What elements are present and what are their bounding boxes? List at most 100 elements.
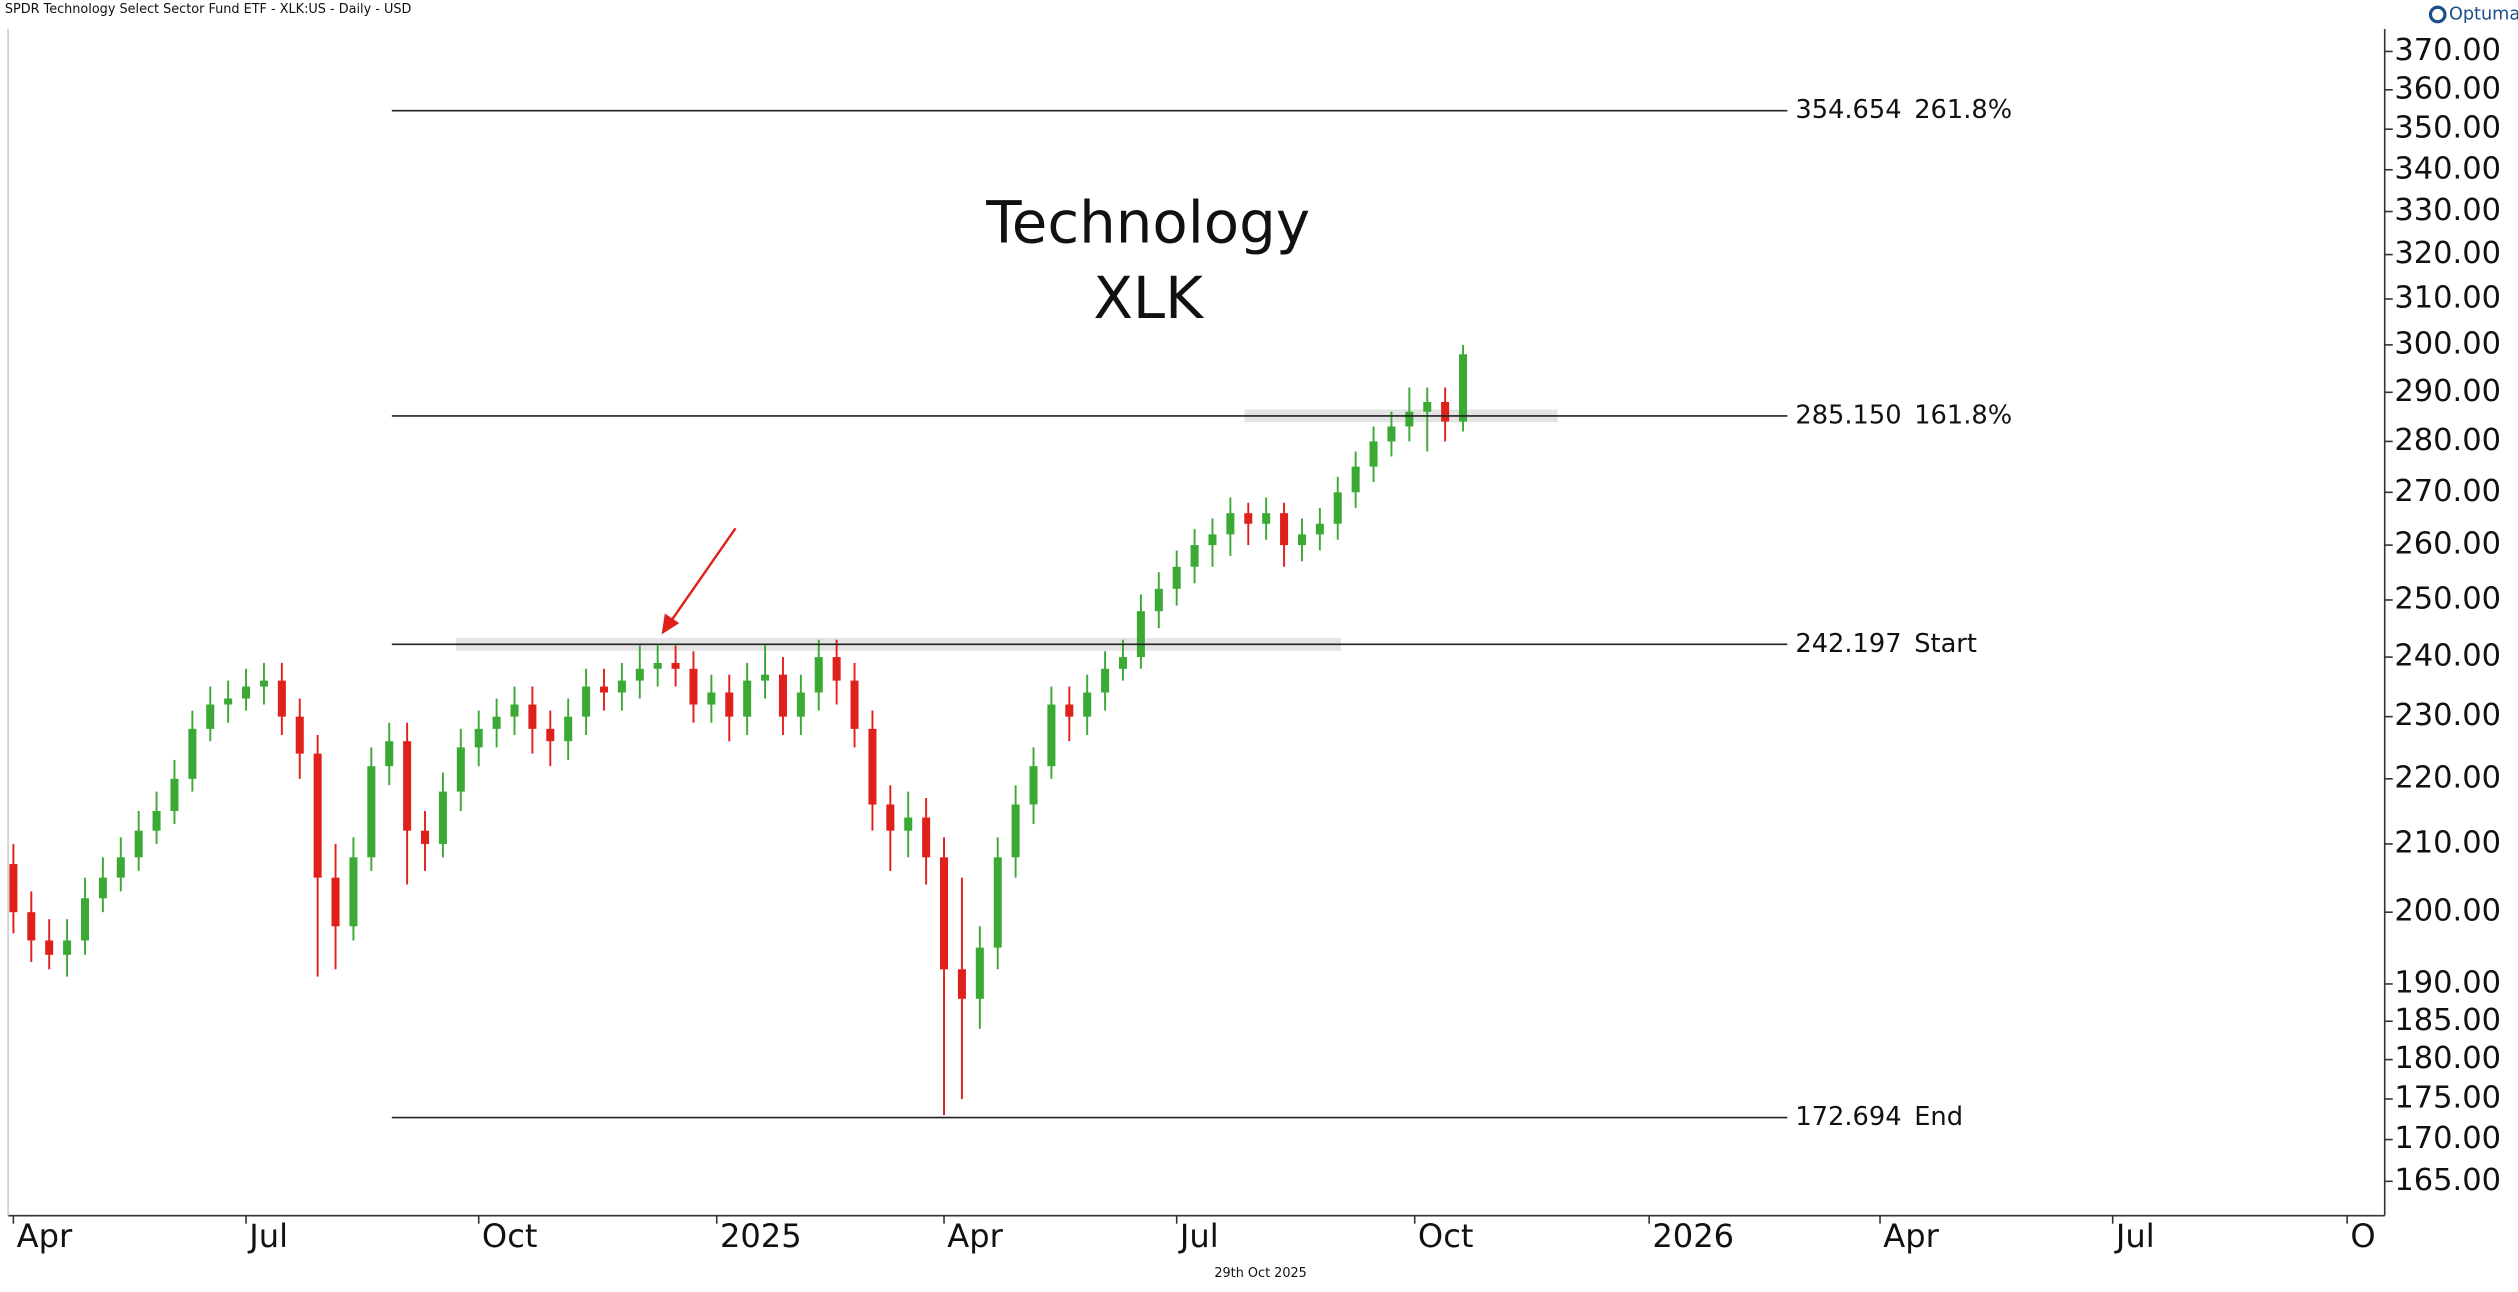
candle-body [546,728,555,742]
x-tick-label: Oct [1418,1217,1474,1255]
level-name: End [1914,1102,1963,1132]
candle-body [1029,766,1038,805]
candle-body [98,877,107,899]
candle-body [9,864,18,913]
y-tick-label: 330.00 [2394,193,2501,228]
candle-body [1333,492,1342,524]
candle-body [617,680,626,693]
x-tick-label: Oct [482,1217,538,1255]
candle-body [1047,704,1056,767]
footer-date: 29th Oct 2025 [1214,1266,1306,1281]
y-tick-label: 180.00 [2394,1041,2501,1076]
candle-body [1459,354,1468,422]
x-tick-label: Apr [1883,1217,1939,1255]
candle-body [116,857,125,878]
candle-body [1065,704,1074,717]
candle-body [671,662,680,669]
candle-body [761,674,770,681]
candle-body [1262,513,1271,524]
y-tick-label: 190.00 [2394,965,2501,1000]
header: SPDR Technology Select Sector Fund ETF -… [5,2,412,17]
annotation-arrow [661,527,737,635]
y-tick-label: 165.00 [2394,1163,2501,1198]
candle-body [599,686,609,693]
candle-body [689,668,698,705]
candle-body [886,804,895,831]
y-tick-label: 230.00 [2394,698,2501,733]
y-tick-label: 280.00 [2394,423,2501,458]
candle-body [259,680,268,687]
candle-body [1315,523,1324,535]
candle-body [725,692,734,717]
candle-body [564,716,573,742]
chart-subtitle: XLK [1093,264,1205,332]
y-tick-label: 350.00 [2394,111,2501,146]
chart-title: Technology [985,189,1310,257]
x-tick-label: Jul [1178,1217,1219,1255]
y-tick-label: 240.00 [2394,639,2501,674]
candle-body [1441,401,1450,422]
x-tick-label: Apr [947,1217,1003,1255]
candle-body [1172,566,1181,589]
candle-body [868,728,877,805]
candle-body [385,741,394,767]
candle-body [957,969,966,999]
x-tick-label: 2025 [720,1217,802,1255]
candle-body [403,741,412,831]
candle-body [313,753,322,878]
logo: Optuma [2449,4,2518,24]
y-tick-label: 220.00 [2394,760,2501,795]
candle-body [474,728,483,748]
candle-body [170,778,179,812]
y-tick-label: 260.00 [2394,527,2501,562]
candle-body [653,662,662,669]
y-tick-label: 370.00 [2394,33,2501,68]
y-tick-label: 290.00 [2394,374,2501,409]
candle-body [492,716,501,729]
candle-body [1226,513,1235,535]
candle-body [1118,657,1128,669]
candle-body [438,791,447,844]
logo-icon [2428,5,2447,24]
candle-body [796,692,805,717]
candle-body [1083,692,1092,717]
candle-body [1387,426,1396,442]
y-tick-label: 185.00 [2394,1003,2501,1038]
candle-body [27,912,36,941]
candle-body [80,898,89,941]
candle-body [1101,668,1110,693]
candle-body [1208,534,1217,546]
candle-body [850,680,859,729]
candle-body [1351,466,1360,493]
candle-body [1369,441,1378,467]
candle-body [1136,611,1145,658]
candle-body [1297,534,1306,546]
level-price: 242.197 [1795,629,1901,659]
candle-body [940,857,949,970]
candle-body [832,657,841,681]
candle-body [331,877,340,927]
candle-body [510,704,519,717]
candle-body [1154,588,1163,612]
x-tick-label: Apr [17,1217,73,1255]
candle-body [1280,513,1289,546]
candle-body [295,716,304,754]
y-tick-label: 340.00 [2394,151,2501,186]
x-tick-label: 2026 [1652,1217,1734,1255]
candle-body [45,940,54,955]
y-tick-label: 210.00 [2394,825,2501,860]
level-name: 161.8% [1914,400,2012,430]
x-tick-label: O [2350,1217,2375,1255]
y-tick-label: 170.00 [2394,1121,2501,1156]
candle-body [367,766,376,858]
y-tick-label: 175.00 [2394,1081,2501,1116]
x-tick-label: Jul [247,1217,288,1255]
candle-body [904,817,913,831]
level-name: Start [1914,629,1977,659]
level-price: 354.654 [1795,95,1901,125]
candle-body [582,686,591,717]
y-tick-label: 200.00 [2394,894,2501,929]
candle-body [349,857,358,927]
